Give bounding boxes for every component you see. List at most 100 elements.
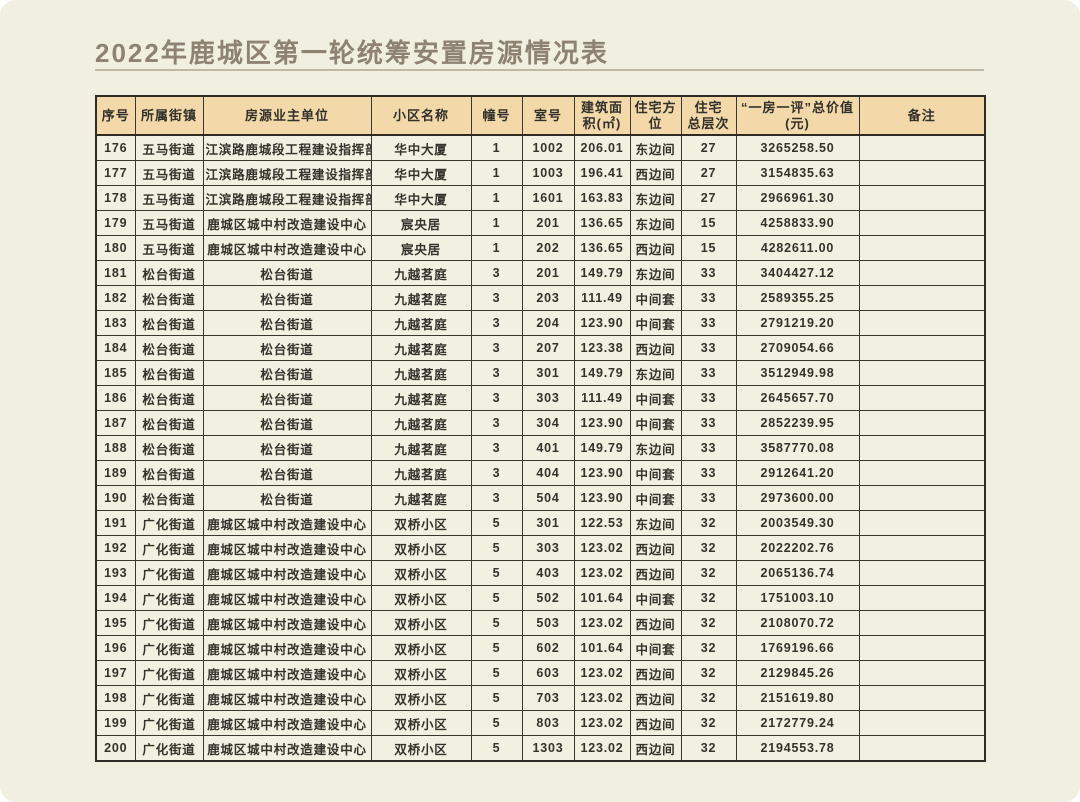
table-cell: [858, 260, 986, 286]
table-cell: 双桥小区: [370, 585, 472, 611]
table-cell: 中间套: [629, 460, 682, 486]
title-underline: [95, 69, 984, 71]
table-cell: 101.64: [573, 635, 631, 661]
table-cell: 1769196.66: [735, 635, 860, 661]
table-cell: 九越茗庭: [370, 460, 472, 486]
table-cell: 149.79: [573, 435, 631, 461]
table-cell: 2108070.72: [735, 610, 860, 636]
table-cell: 201: [521, 260, 575, 286]
table-cell: 5: [470, 660, 523, 686]
table-cell: 五马街道: [134, 160, 204, 186]
table-cell: 33: [680, 435, 737, 461]
table-cell: 2151619.80: [735, 685, 860, 711]
table-cell: 403: [521, 560, 575, 586]
table-cell: 163.83: [573, 185, 631, 211]
table-cell: 1002: [521, 134, 575, 161]
table-cell: 186: [95, 385, 136, 411]
table-cell: 中间套: [629, 485, 682, 511]
table-cell: 206.01: [573, 134, 631, 161]
table-cell: 32: [680, 510, 737, 536]
table-cell: 鹿城区城中村改造建设中心: [202, 585, 372, 611]
table-cell: 西边间: [629, 160, 682, 186]
table-cell: 九越茗庭: [370, 410, 472, 436]
table-cell: 九越茗庭: [370, 260, 472, 286]
table-cell: [858, 660, 986, 686]
table-cell: 190: [95, 485, 136, 511]
table-cell: [858, 485, 986, 511]
table-cell: 鹿城区城中村改造建设中心: [202, 685, 372, 711]
table-cell: 27: [680, 160, 737, 186]
table-cell: 111.49: [573, 285, 631, 311]
table-row: 192 广化街道 鹿城区城中村改造建设中心 双桥小区 5 303 123.02 西边间 32 20…: [95, 535, 986, 561]
table-cell: 九越茗庭: [370, 310, 472, 336]
table-cell: 404: [521, 460, 575, 486]
table-row: 184 松台街道 松台街道 九越茗庭 3 207 123.38 西边间 33 2709054.66: [95, 335, 986, 361]
table-cell: 中间套: [629, 385, 682, 411]
table-cell: 五马街道: [134, 185, 204, 211]
table-cell: 2065136.74: [735, 560, 860, 586]
table-cell: 江滨路鹿城段工程建设指挥部: [202, 134, 372, 161]
table-cell: 广化街道: [134, 535, 204, 561]
table-row: 197 广化街道 鹿城区城中村改造建设中心 双桥小区 5 603 123.02 西边间 32 21…: [95, 660, 986, 686]
table-cell: 3: [470, 360, 523, 386]
table-row: 180 五马街道 鹿城区城中村改造建设中心 宸央居 1 202 136.65 西边间 15 428…: [95, 235, 986, 261]
table-cell: 5: [470, 610, 523, 636]
table-cell: 双桥小区: [370, 560, 472, 586]
table-cell: 502: [521, 585, 575, 611]
table-cell: [858, 360, 986, 386]
table-cell: 803: [521, 710, 575, 736]
table-row: 193 广化街道 鹿城区城中村改造建设中心 双桥小区 5 403 123.02 西边间 32 20…: [95, 560, 986, 586]
table-cell: 32: [680, 535, 737, 561]
table-cell: 149.79: [573, 260, 631, 286]
table-cell: 松台街道: [134, 335, 204, 361]
table-cell: 303: [521, 535, 575, 561]
table-cell: [858, 235, 986, 261]
table-cell: 123.02: [573, 710, 631, 736]
table-cell: 3404427.12: [735, 260, 860, 286]
table-cell: 西边间: [629, 560, 682, 586]
table-cell: 703: [521, 685, 575, 711]
table-row: 195 广化街道 鹿城区城中村改造建设中心 双桥小区 5 503 123.02 西边间 32 21…: [95, 610, 986, 636]
table-cell: 3154835.63: [735, 160, 860, 186]
table-cell: 西边间: [629, 535, 682, 561]
table-cell: 中间套: [629, 410, 682, 436]
table-cell: 鹿城区城中村改造建设中心: [202, 735, 372, 762]
table-cell: 松台街道: [134, 485, 204, 511]
table-cell: 178: [95, 185, 136, 211]
table-cell: [858, 185, 986, 211]
table-header: 序号 所属街镇 房源业主单位 小区名称 幢号 室号 建筑面 积(㎡) 住宅方位 住宅 总层次 “一…: [95, 95, 986, 136]
table-cell: 2791219.20: [735, 310, 860, 336]
table-cell: 1: [470, 210, 523, 236]
table-cell: 2022202.76: [735, 535, 860, 561]
table-cell: 2912641.20: [735, 460, 860, 486]
table-cell: 东边间: [629, 510, 682, 536]
table-cell: 3587770.08: [735, 435, 860, 461]
table-cell: 中间套: [629, 635, 682, 661]
table-cell: 123.02: [573, 610, 631, 636]
table-cell: 123.90: [573, 485, 631, 511]
table-cell: 松台街道: [134, 360, 204, 386]
table-cell: 204: [521, 310, 575, 336]
table-cell: 3: [470, 460, 523, 486]
table-cell: 32: [680, 685, 737, 711]
table-cell: [858, 410, 986, 436]
table-cell: 西边间: [629, 685, 682, 711]
table-cell: 195: [95, 610, 136, 636]
table-cell: 2645657.70: [735, 385, 860, 411]
table-cell: 123.02: [573, 535, 631, 561]
column-header: 住宅 总层次: [680, 95, 737, 136]
page-title: 2022年鹿城区第一轮统筹安置房源情况表: [95, 38, 609, 68]
table-cell: 广化街道: [134, 660, 204, 686]
table-cell: 201: [521, 210, 575, 236]
table-cell: 15: [680, 235, 737, 261]
table-row: 181 松台街道 松台街道 九越茗庭 3 201 149.79 东边间 33 3404427.12: [95, 260, 986, 286]
table-cell: 176: [95, 134, 136, 161]
table-cell: 199: [95, 710, 136, 736]
table-cell: 603: [521, 660, 575, 686]
table-cell: 鹿城区城中村改造建设中心: [202, 635, 372, 661]
table-cell: 33: [680, 485, 737, 511]
table-cell: [858, 585, 986, 611]
table-cell: 5: [470, 635, 523, 661]
table-cell: 5: [470, 735, 523, 762]
table-cell: 双桥小区: [370, 685, 472, 711]
